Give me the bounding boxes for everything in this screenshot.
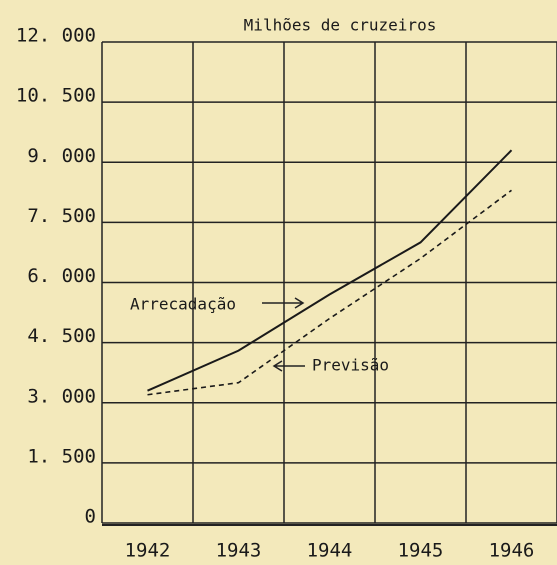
- y-tick-label: 7. 500: [27, 205, 96, 227]
- y-tick-label: 6. 000: [27, 265, 96, 287]
- y-tick-label: 4. 500: [27, 325, 96, 347]
- series-label: Previsão: [312, 356, 389, 375]
- arrow: [272, 360, 305, 372]
- x-tick-label: 1945: [398, 540, 444, 562]
- y-tick-label: 12. 000: [16, 25, 96, 47]
- x-tick-label: 1943: [216, 540, 262, 562]
- y-tick-label: 3. 000: [27, 385, 96, 407]
- y-tick-label: 10. 500: [16, 85, 96, 107]
- y-tick-label: 0: [85, 506, 96, 528]
- arrow: [262, 297, 305, 309]
- series-line: [147, 149, 513, 392]
- y-tick-label: 9. 000: [27, 145, 96, 167]
- x-tick-label: 1944: [307, 540, 353, 562]
- x-tick-label: 1942: [125, 540, 171, 562]
- y-tick-label: 1. 500: [27, 445, 96, 467]
- axis-label: Milhões de cruzeiros: [244, 16, 437, 35]
- x-tick-label: 1946: [489, 540, 535, 562]
- series-label: Arrecadação: [130, 295, 236, 314]
